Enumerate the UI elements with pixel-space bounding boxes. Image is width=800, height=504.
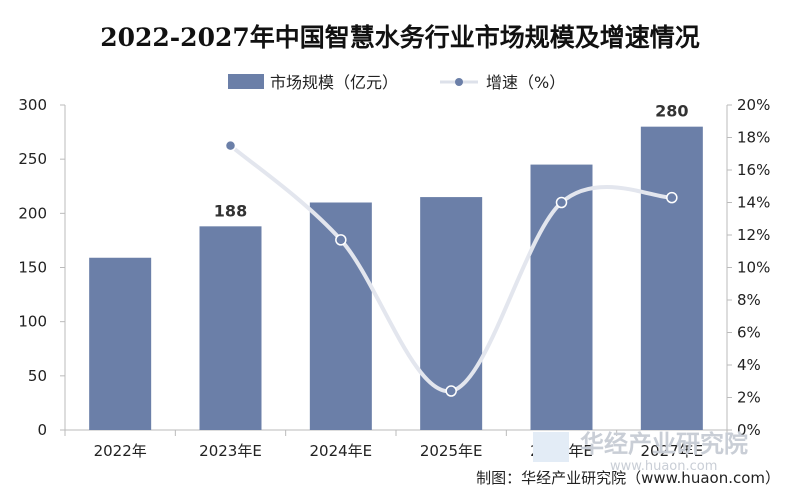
data-label: 280 [655,102,688,121]
y-right-tick-label: 4% [737,356,761,374]
watermark-url: www.huaon.com [610,459,717,474]
legend-line-label: 增速（%） [486,73,565,92]
x-tick-label: 2022年 [94,442,147,460]
watermark-text: 华经产业研究院 [580,430,748,458]
y-right-tick-label: 14% [737,194,770,212]
y-right-tick-label: 18% [737,129,770,147]
bar [640,126,703,431]
legend-line-marker [455,78,463,86]
bar [530,164,593,431]
y-right-tick-label: 8% [737,291,761,309]
y-left-tick-label: 200 [18,204,47,222]
x-tick-label: 2023年E [199,442,262,460]
y-left-tick-label: 50 [28,367,47,385]
chart-title: 2022-2027年中国智慧水务行业市场规模及增速情况 [100,23,700,52]
y-right-tick-label: 6% [737,324,761,342]
growth-point [555,196,568,209]
legend-bar-swatch [228,74,264,89]
y-right-tick-label: 10% [737,259,770,277]
y-right-tick-label: 20% [737,96,770,114]
y-left-tick-label: 0 [37,421,47,439]
watermark: 华经产业研究院 www.huaon.com [533,430,748,474]
bar [89,257,152,430]
y-left-tick-label: 250 [18,150,47,168]
plot-area: 0 50 100 150 200 250 300 0% 2% 4% 6% 8% 10% 12% 14% 16%… [18,96,770,460]
y-right-tick-label: 16% [737,161,770,179]
x-tick-label: 2024年E [310,442,373,460]
x-tick-label: 2025年E [420,442,483,460]
growth-point [666,191,678,204]
watermark-logo-icon [533,432,569,462]
y-left-tick-label: 100 [18,313,47,331]
growth-point [335,234,347,246]
legend: 市场规模（亿元） 增速（%） [228,73,565,92]
source-note: 制图：华经产业研究院（www.huaon.com） [476,469,780,487]
legend-bar-label: 市场规模（亿元） [270,73,398,92]
growth-point [445,385,457,397]
y-right-tick-label: 0% [737,421,761,439]
x-tick-label: 2027年E [641,442,704,460]
y-left-tick-label: 150 [18,259,47,277]
growth-point [224,139,237,152]
y-left-tick-label: 300 [18,96,47,114]
y-right-tick-label: 12% [737,226,770,244]
bar [199,226,262,430]
y-right-tick-label: 2% [737,389,761,407]
data-label: 188 [214,201,247,220]
